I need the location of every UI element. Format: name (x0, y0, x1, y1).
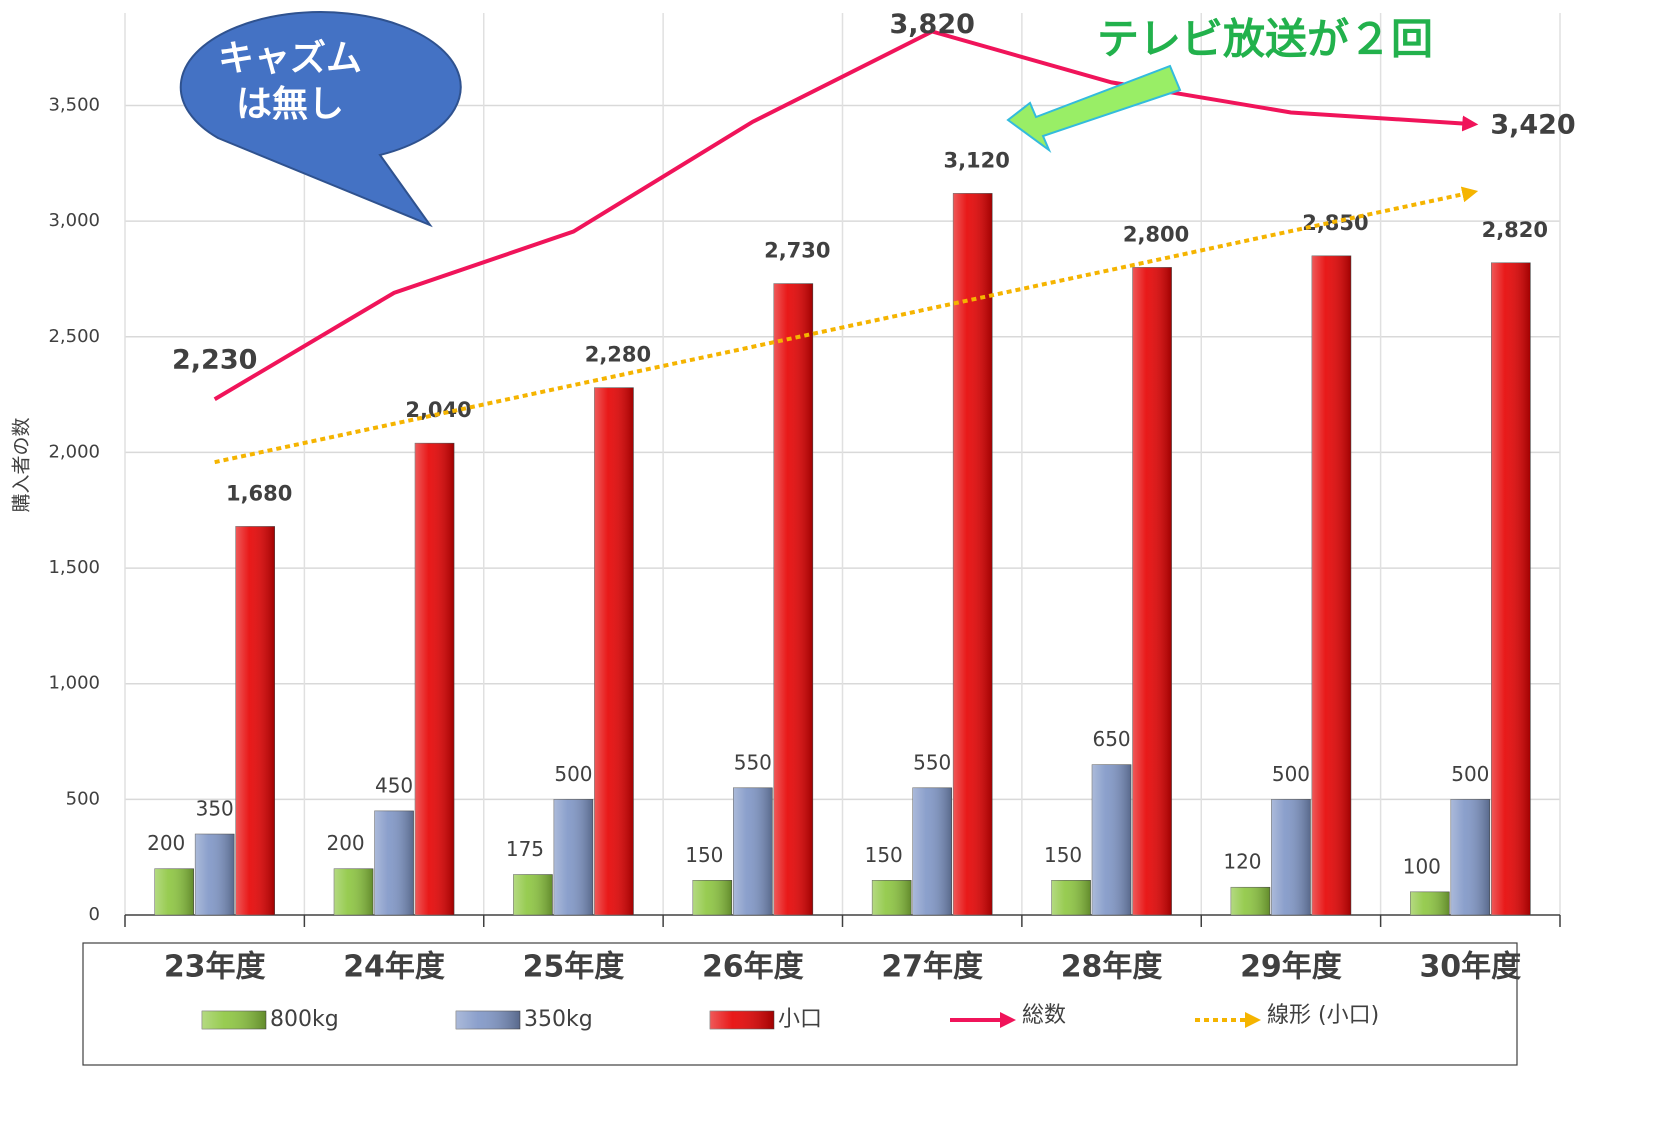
data-label: 2,820 (1482, 218, 1548, 242)
bar-shade (553, 799, 593, 915)
bar-shade (1271, 799, 1311, 915)
y-axis-label: 購入者の数 (11, 417, 33, 512)
callout-text: キャズム (218, 37, 362, 79)
legend-box (82, 942, 1518, 1066)
bar-shade (953, 193, 993, 915)
data-label: 550 (734, 750, 772, 774)
data-label: 2,730 (764, 239, 830, 263)
bar-shade (1410, 891, 1450, 915)
data-label: 650 (1092, 727, 1130, 751)
x-tick-label: 29年度 (1240, 950, 1342, 985)
data-label: 150 (865, 843, 903, 867)
y-tick-label: 0 (89, 904, 100, 925)
callout (179, 11, 462, 228)
legend-label: 総数 (1022, 1003, 1066, 1028)
legend-shade (202, 1011, 266, 1029)
data-label: 175 (506, 837, 544, 861)
bar-shade (1230, 887, 1270, 915)
data-label: 350 (196, 797, 234, 821)
data-label: 120 (1223, 850, 1261, 874)
callout-text: は無し (236, 84, 344, 125)
bar-shade (334, 868, 374, 915)
data-label: 2,040 (405, 398, 471, 422)
data-label: 450 (375, 773, 413, 797)
data-label: 200 (147, 831, 185, 855)
bar-shade (773, 283, 813, 916)
data-label: 150 (1044, 843, 1082, 867)
x-tick-label: 25年度 (523, 950, 625, 985)
data-label: 1,680 (226, 481, 292, 505)
data-label: 3,120 (943, 148, 1009, 172)
y-tick-label: 1,000 (48, 673, 100, 694)
y-tick-label: 1,500 (48, 557, 100, 578)
y-tick-label: 2,500 (48, 326, 100, 347)
bar-shade (692, 880, 732, 915)
data-label: 2,280 (585, 343, 651, 367)
data-label: 3,420 (1490, 110, 1575, 141)
bar-shade (1132, 267, 1172, 915)
bar-shade (912, 787, 952, 915)
bar-shade (235, 526, 275, 915)
line (213, 29, 1479, 401)
annotation-text: テレビ放送が２回 (1097, 15, 1433, 64)
data-label: 500 (554, 762, 592, 786)
data-label: 2,800 (1123, 222, 1189, 246)
data-label: 500 (1272, 762, 1310, 786)
y-tick-label: 3,000 (48, 210, 100, 231)
bar-shade (1092, 764, 1132, 915)
bar-shade (1051, 880, 1091, 915)
legend-label: 線形 (小口) (1267, 1003, 1379, 1028)
legend-label: 350kg (524, 1007, 593, 1032)
y-tick-label: 2,000 (48, 441, 100, 462)
x-tick-label: 28年度 (1061, 950, 1163, 985)
bar-shade (1491, 262, 1531, 915)
bar-shade (1450, 799, 1490, 915)
data-label: 2,230 (172, 345, 257, 376)
x-tick-label: 26年度 (702, 950, 804, 985)
data-label: 150 (685, 843, 723, 867)
legend-label: 小口 (778, 1007, 822, 1032)
x-tick-label: 27年度 (881, 950, 983, 985)
bar-shade (594, 387, 634, 916)
trend-line (214, 186, 1479, 465)
data-label: 200 (326, 831, 364, 855)
data-label: 100 (1403, 854, 1441, 878)
y-tick-label: 500 (66, 788, 100, 809)
data-label: 550 (913, 750, 951, 774)
bar-shade (374, 810, 414, 915)
x-tick-label: 23年度 (164, 950, 266, 985)
data-label: 500 (1451, 762, 1489, 786)
overlay: 200 200 175 150 150 150 120 100 350 450 500 550 550 6… (147, 9, 1576, 1032)
y-tick-label: 3,500 (48, 95, 100, 116)
bar-shade (733, 787, 773, 915)
bar-shade (1311, 255, 1351, 915)
bar-shade (154, 868, 194, 915)
bar-shade (872, 880, 912, 915)
bar-shade (195, 834, 235, 915)
bar-shade (513, 874, 553, 915)
annotation-arrow (1006, 64, 1182, 153)
x-tick-label: 30年度 (1419, 950, 1521, 985)
x-tick-label: 24年度 (343, 950, 445, 985)
legend-label: 800kg (270, 1007, 339, 1032)
bar-shade (415, 443, 455, 915)
plot: 0 500 1,000 1,500 2,000 2,500 3,000 3,500 23年度 24… (48, 13, 1561, 985)
legend-shade (710, 1011, 774, 1029)
data-label: 3,820 (889, 9, 974, 40)
legend-shade (456, 1011, 520, 1029)
